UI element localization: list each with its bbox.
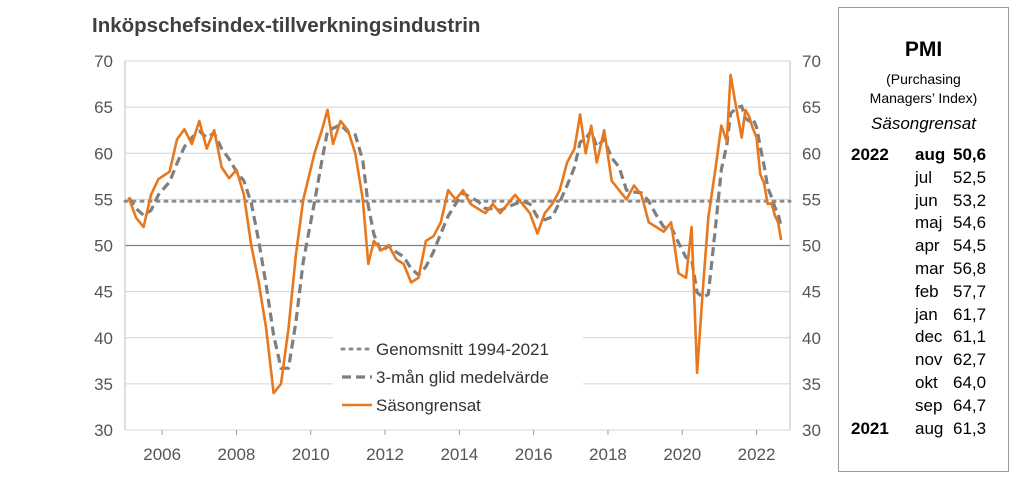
- y-tick-label-left: 60: [94, 144, 113, 163]
- series-layer: [123, 73, 792, 395]
- pmi-row-year: 2022: [851, 145, 889, 164]
- pmi-row: nov 62,7: [839, 349, 1008, 372]
- pmi-row-value: 57,7: [953, 281, 987, 301]
- y-tick-label-left: 35: [94, 375, 113, 394]
- seasonally-adjusted-line: [127, 73, 783, 395]
- y-tick-label-left: 65: [94, 98, 113, 117]
- y-tick-label-right: 70: [802, 52, 821, 71]
- pmi-row-value: 61,1: [953, 327, 987, 347]
- y-tick-label-left: 30: [94, 421, 113, 440]
- x-tick-label: 2018: [589, 445, 627, 464]
- pmi-row-month: mar: [915, 258, 945, 278]
- pmi-row-month: okt: [915, 372, 938, 392]
- y-tick-label-left: 45: [94, 283, 113, 302]
- pmi-row: okt 64,0: [839, 372, 1008, 395]
- axes: 30 30 35 35 40 40 45 45 50 50 55 55 60 60 65 65 70 70 2006…: [94, 52, 821, 464]
- pmi-subtitle-line: (Purchasing: [886, 71, 961, 87]
- y-tick-label-right: 30: [802, 421, 821, 440]
- pmi-row-month: jun: [915, 190, 938, 210]
- y-tick-label-left: 70: [94, 52, 113, 71]
- pmi-row: jan 61,7: [839, 304, 1008, 327]
- x-tick-label: 2010: [292, 445, 330, 464]
- y-tick-label-right: 65: [802, 98, 821, 117]
- y-tick-label-right: 55: [802, 190, 821, 209]
- y-tick-label-left: 50: [94, 237, 113, 256]
- legend-label: 3-mån glid medelvärde: [376, 368, 549, 387]
- y-tick-label-right: 50: [802, 237, 821, 256]
- x-tick-label: 2020: [663, 445, 701, 464]
- pmi-row-month: nov: [915, 350, 943, 370]
- pmi-values-table: 2022 aug 50,6 jul 52,5 jun 53,2 maj 54,6 apr 54,5 m…: [839, 144, 1008, 440]
- pmi-row-value: 52,5: [953, 167, 987, 187]
- y-tick-label-right: 40: [802, 329, 821, 348]
- pmi-row-value: 62,7: [953, 350, 987, 370]
- y-tick-label-left: 40: [94, 329, 113, 348]
- pmi-row-year: 2021: [851, 418, 889, 438]
- legend-label: Säsongrensat: [376, 396, 481, 415]
- pmi-row-value: 64,0: [953, 372, 987, 392]
- x-tick-label: 2006: [143, 445, 181, 464]
- pmi-row-value: 54,5: [953, 236, 987, 256]
- y-tick-label-left: 55: [94, 190, 113, 209]
- pmi-row-month: aug: [915, 418, 944, 438]
- pmi-row-month: feb: [915, 281, 939, 301]
- pmi-row: mar 56,8: [839, 258, 1008, 281]
- pmi-line-chart: 30 30 35 35 40 40 45 45 50 50 55 55 60 60 65 65 70 70 2006…: [94, 52, 821, 464]
- pmi-panel: PMI (Purchasing Managers’ Index) Säsongr…: [838, 7, 1009, 472]
- pmi-row-month: jan: [915, 304, 938, 324]
- pmi-row-value: 53,2: [953, 190, 987, 210]
- pmi-row: apr 54,5: [839, 235, 1008, 258]
- pmi-row-value: 56,8: [953, 258, 987, 278]
- x-tick-label: 2008: [218, 445, 256, 464]
- pmi-adjustment-label: Säsongrensat: [871, 114, 976, 133]
- pmi-title: PMI: [904, 38, 943, 61]
- pmi-row-month: sep: [915, 395, 943, 415]
- x-tick-label: 2012: [366, 445, 404, 464]
- pmi-row: dec 61,1: [839, 326, 1008, 349]
- moving-average-line: [127, 104, 783, 370]
- pmi-row-month: aug: [915, 145, 946, 164]
- y-tick-label-right: 60: [802, 144, 821, 163]
- pmi-subtitle-line: Managers’ Index): [869, 90, 978, 106]
- pmi-row-value: 50,6: [953, 145, 987, 164]
- pmi-row: jun 53,2: [839, 190, 1008, 213]
- pmi-row-month: apr: [915, 236, 940, 256]
- pmi-row: jul 52,5: [839, 167, 1008, 190]
- pmi-row-month: dec: [915, 327, 943, 347]
- pmi-row: sep 64,7: [839, 395, 1008, 418]
- pmi-row: feb 57,7: [839, 281, 1008, 304]
- pmi-subtitle: (Purchasing Managers’ Index): [839, 70, 1008, 108]
- legend: Genomsnitt 1994-2021 3-mån glid medelvärd…: [333, 334, 583, 420]
- pmi-row-value: 61,3: [953, 418, 987, 438]
- x-tick-label: 2014: [440, 445, 478, 464]
- y-tick-label-right: 45: [802, 283, 821, 302]
- pmi-row: 2022 aug 50,6: [839, 144, 1008, 167]
- chart-title: Inköpschefsindex-tillverkningsindustrin: [92, 14, 481, 37]
- legend-label: Genomsnitt 1994-2021: [376, 340, 549, 359]
- pmi-row: maj 54,6: [839, 212, 1008, 235]
- x-tick-label: 2016: [515, 445, 553, 464]
- pmi-row-month: maj: [915, 213, 943, 233]
- pmi-row-value: 54,6: [953, 213, 987, 233]
- pmi-row-value: 64,7: [953, 395, 987, 415]
- pmi-row-month: jul: [915, 167, 933, 187]
- x-tick-label: 2022: [738, 445, 776, 464]
- pmi-row-value: 61,7: [953, 304, 987, 324]
- y-tick-label-right: 35: [802, 375, 821, 394]
- pmi-row: 2021 aug 61,3: [839, 418, 1008, 441]
- legend-background: [333, 334, 583, 420]
